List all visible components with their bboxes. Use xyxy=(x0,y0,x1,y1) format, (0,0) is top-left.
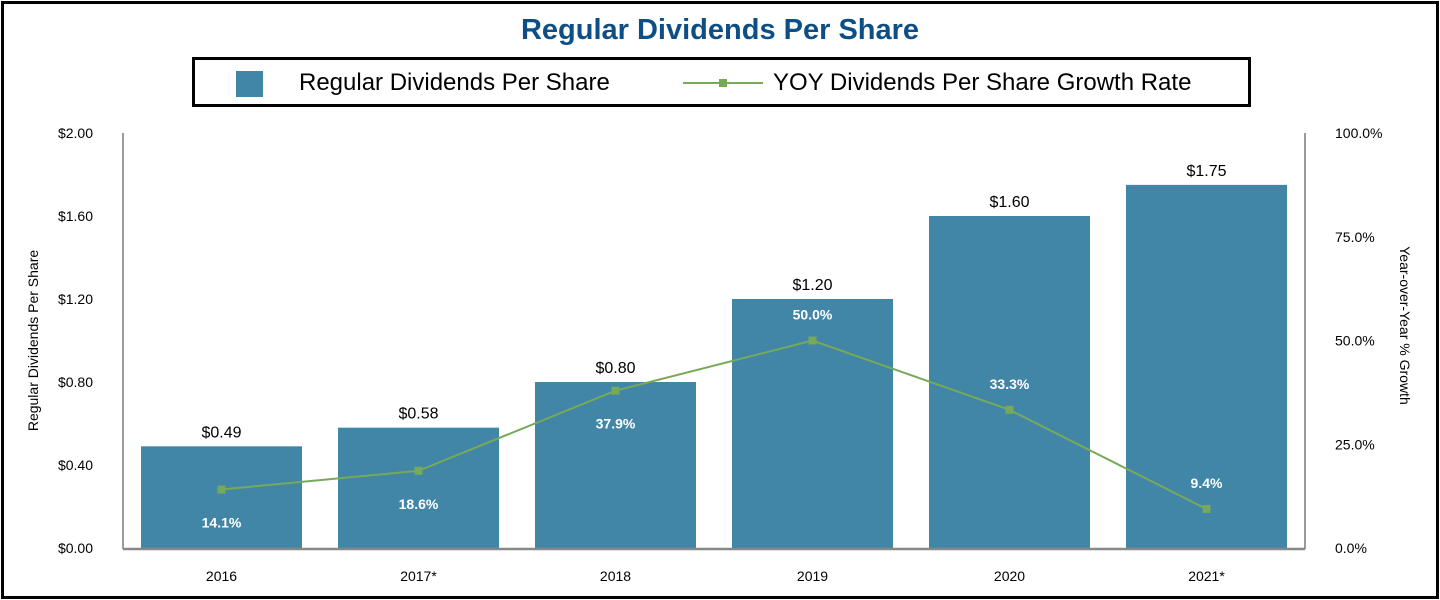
growth-marker-2018 xyxy=(611,386,620,395)
legend-line-swatch xyxy=(683,79,763,87)
x-tick-label: 2019 xyxy=(797,568,828,584)
x-tick-label: 2021* xyxy=(1188,568,1225,584)
legend: Regular Dividends Per Share YOY Dividend… xyxy=(192,57,1251,107)
growth-value-label: 14.1% xyxy=(202,514,242,530)
y-right-tick-label: 25.0% xyxy=(1335,436,1375,452)
x-tick-label: 2016 xyxy=(206,568,237,584)
y-right-tick-label: 50.0% xyxy=(1335,333,1375,349)
y-axis-title: Regular Dividends Per Share xyxy=(25,250,41,432)
bar-value-label: $0.49 xyxy=(201,424,241,441)
bar-2020 xyxy=(929,216,1090,548)
x-tick-label: 2017* xyxy=(400,568,437,584)
bar-2017* xyxy=(338,427,499,548)
x-tick-label: 2018 xyxy=(600,568,631,584)
growth-marker-2017* xyxy=(414,466,423,475)
bar-2019 xyxy=(732,299,893,548)
growth-marker-2021* xyxy=(1202,504,1211,513)
y-right-tick-label: 0.0% xyxy=(1335,540,1367,556)
legend-bar-label: Regular Dividends Per Share xyxy=(299,69,610,96)
growth-value-label: 9.4% xyxy=(1191,475,1223,491)
bar-value-label: $0.58 xyxy=(398,406,438,423)
legend-line-label: YOY Dividends Per Share Growth Rate xyxy=(773,69,1192,96)
y-right-axis-title: Year-over-Year % Growth xyxy=(1397,246,1413,404)
bar-value-label: $1.75 xyxy=(1186,163,1226,180)
growth-line xyxy=(221,339,1207,510)
growth-marker-2019 xyxy=(808,336,817,345)
growth-value-label: 37.9% xyxy=(596,416,636,432)
y-tick-label: $1.60 xyxy=(58,208,93,224)
x-tick-label: 2020 xyxy=(994,568,1025,584)
y-tick-label: $1.20 xyxy=(58,291,93,307)
growth-value-label: 18.6% xyxy=(399,496,439,512)
growth-value-label: 33.3% xyxy=(990,376,1030,392)
y-tick-label: $0.80 xyxy=(58,374,93,390)
bar-2016 xyxy=(141,446,302,548)
growth-marker-2020 xyxy=(1005,405,1014,414)
y-tick-label: $0.00 xyxy=(58,540,93,556)
bar-value-label: $0.80 xyxy=(595,360,635,377)
y-tick-label: $2.00 xyxy=(58,125,93,141)
y-right-tick-label: 75.0% xyxy=(1335,229,1375,245)
bar-2018 xyxy=(535,382,696,548)
bar-value-label: $1.20 xyxy=(792,277,832,294)
bar-value-label: $1.60 xyxy=(989,194,1029,211)
y-tick-label: $0.40 xyxy=(58,457,93,473)
y-right-tick-label: 100.0% xyxy=(1335,125,1382,141)
bar-2021* xyxy=(1126,184,1287,548)
growth-marker-2016 xyxy=(217,485,226,494)
legend-bar-swatch xyxy=(236,71,263,97)
growth-value-label: 50.0% xyxy=(793,307,833,323)
chart-title: Regular Dividends Per Share xyxy=(520,14,920,46)
